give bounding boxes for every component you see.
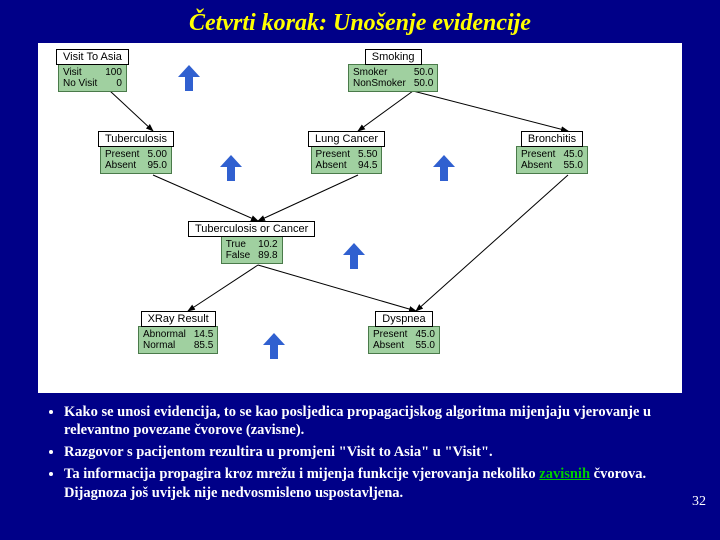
node-body: Smoker 50.0 NonSmoker 50.0 bbox=[348, 64, 438, 92]
node-title: Tuberculosis or Cancer bbox=[188, 221, 315, 237]
row-label: Present bbox=[105, 149, 139, 160]
evidence-arrow-icon bbox=[178, 65, 200, 91]
row-label: Absent bbox=[373, 340, 407, 351]
bullet-item: Razgovor s pacijentom rezultira u promje… bbox=[64, 443, 676, 461]
node-bronchitis: Bronchitis Present 45.0 Absent 55.0 bbox=[516, 131, 588, 174]
row-label: Abnormal bbox=[143, 329, 186, 340]
node-lung-cancer: Lung Cancer Present 5.50 Absent 94.5 bbox=[308, 131, 385, 174]
bullet-item: Kako se unosi evidencija, to se kao posl… bbox=[64, 403, 676, 439]
node-xray: XRay Result Abnormal 14.5 Normal 85.5 bbox=[138, 311, 218, 354]
node-title: Visit To Asia bbox=[56, 49, 129, 65]
node-body: Abnormal 14.5 Normal 85.5 bbox=[138, 326, 218, 354]
row-value: 10.2 bbox=[258, 239, 277, 250]
row-value: 55.0 bbox=[563, 160, 582, 171]
row-label: Smoker bbox=[353, 67, 406, 78]
node-body: Present 5.00 Absent 95.0 bbox=[100, 146, 172, 174]
row-label: Absent bbox=[316, 160, 350, 171]
bullet-list: Kako se unosi evidencija, to se kao posl… bbox=[0, 393, 720, 502]
row-label: Present bbox=[373, 329, 407, 340]
row-label: Absent bbox=[105, 160, 139, 171]
evidence-arrow-icon bbox=[263, 333, 285, 359]
row-value: 45.0 bbox=[563, 149, 582, 160]
row-label: NonSmoker bbox=[353, 78, 406, 89]
row-value: 50.0 bbox=[414, 78, 433, 89]
page-number: 32 bbox=[692, 494, 706, 510]
row-label: Normal bbox=[143, 340, 186, 351]
node-visit: Visit To Asia Visit 100 No Visit 0 bbox=[56, 49, 129, 92]
row-label: Absent bbox=[521, 160, 555, 171]
node-body: True 10.2 False 89.8 bbox=[221, 236, 283, 264]
node-body: Visit 100 No Visit 0 bbox=[58, 64, 127, 92]
node-title: Bronchitis bbox=[521, 131, 583, 147]
row-value: 100 bbox=[105, 67, 122, 78]
row-value: 45.0 bbox=[415, 329, 434, 340]
row-label: False bbox=[226, 250, 250, 261]
highlight-zavisnih: zavisnih bbox=[539, 466, 590, 482]
edges-svg bbox=[38, 43, 682, 393]
node-smoking: Smoking Smoker 50.0 NonSmoker 50.0 bbox=[348, 49, 438, 92]
bullet-item: Ta informacija propagira kroz mrežu i mi… bbox=[64, 465, 676, 501]
row-value: 55.0 bbox=[415, 340, 434, 351]
node-body: Present 45.0 Absent 55.0 bbox=[516, 146, 588, 174]
row-label: Present bbox=[316, 149, 350, 160]
row-value: 50.0 bbox=[414, 67, 433, 78]
evidence-arrow-icon bbox=[343, 243, 365, 269]
row-value: 85.5 bbox=[194, 340, 213, 351]
node-tuberculosis: Tuberculosis Present 5.00 Absent 95.0 bbox=[98, 131, 174, 174]
row-value: 89.8 bbox=[258, 250, 277, 261]
row-value: 5.00 bbox=[147, 149, 166, 160]
row-value: 95.0 bbox=[147, 160, 166, 171]
node-title: Dyspnea bbox=[375, 311, 432, 327]
row-value: 94.5 bbox=[358, 160, 377, 171]
node-title: XRay Result bbox=[141, 311, 216, 327]
bayes-network-diagram: Visit To Asia Visit 100 No Visit 0 Smoking… bbox=[38, 43, 682, 393]
evidence-arrow-icon bbox=[220, 155, 242, 181]
row-value: 14.5 bbox=[194, 329, 213, 340]
node-title: Tuberculosis bbox=[98, 131, 174, 147]
evidence-arrow-icon bbox=[433, 155, 455, 181]
node-body: Present 45.0 Absent 55.0 bbox=[368, 326, 440, 354]
row-label: Visit bbox=[63, 67, 97, 78]
node-title: Lung Cancer bbox=[308, 131, 385, 147]
node-tuberc-or-cancer: Tuberculosis or Cancer True 10.2 False 89.… bbox=[188, 221, 315, 264]
row-label: No Visit bbox=[63, 78, 97, 89]
node-title: Smoking bbox=[365, 49, 422, 65]
row-value: 0 bbox=[105, 78, 122, 89]
row-value: 5.50 bbox=[358, 149, 377, 160]
row-label: True bbox=[226, 239, 250, 250]
node-dyspnea: Dyspnea Present 45.0 Absent 55.0 bbox=[368, 311, 440, 354]
node-body: Present 5.50 Absent 94.5 bbox=[311, 146, 383, 174]
slide-title: Četvrti korak: Unošenje evidencije bbox=[0, 0, 720, 43]
row-label: Present bbox=[521, 149, 555, 160]
